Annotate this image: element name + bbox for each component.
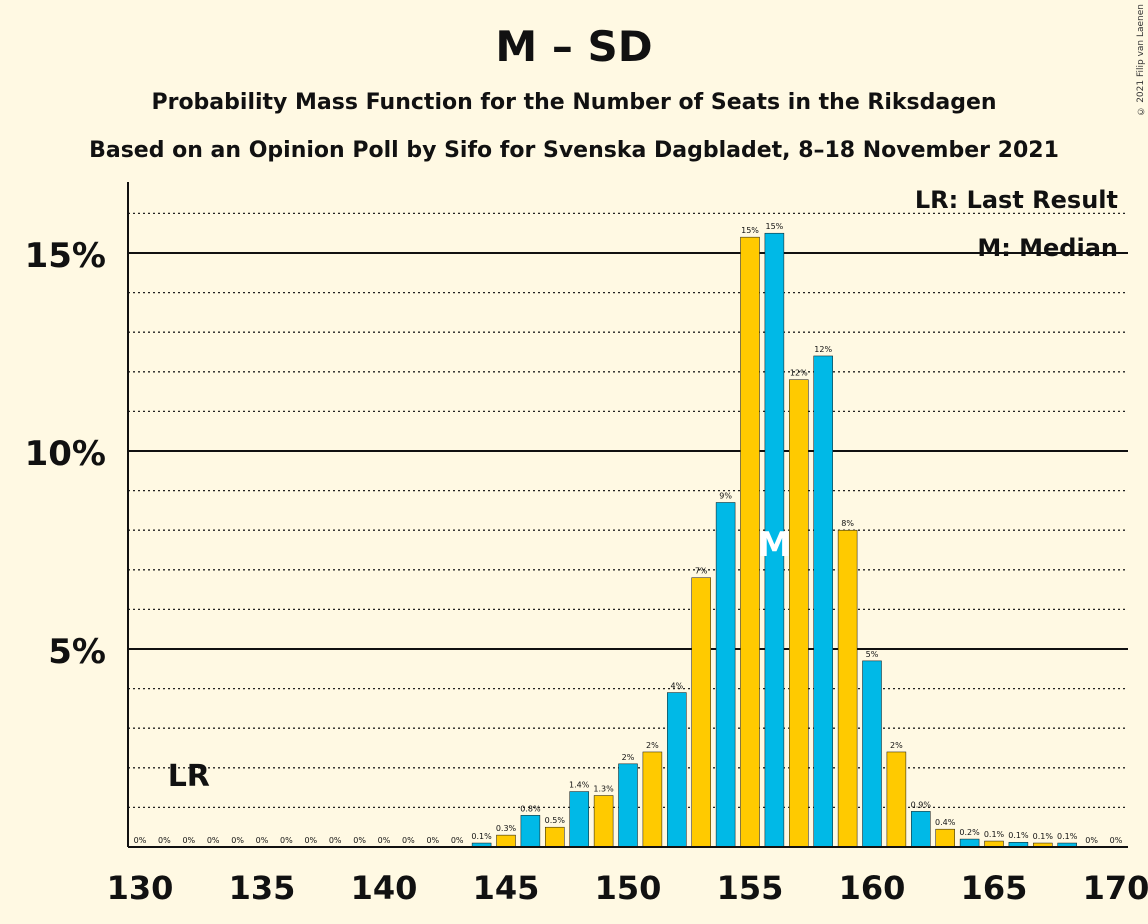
data-label-seat-138: 0% (329, 836, 342, 845)
data-label-seat-157: 12% (790, 369, 808, 378)
data-label-seat-168: 0.1% (1057, 832, 1078, 841)
y-tick-label: 10% (25, 434, 106, 474)
data-label-seat-159: 8% (841, 519, 854, 528)
x-tick-label: 170 (1083, 869, 1148, 907)
x-tick-label: 165 (961, 869, 1028, 907)
data-label-seat-140: 0% (378, 836, 391, 845)
bar-seat-151 (642, 751, 663, 848)
data-label-seat-148: 1.4% (569, 781, 590, 790)
data-label-seat-155: 15% (741, 226, 759, 235)
bar-seat-145 (496, 834, 516, 848)
data-label-seat-143: 0% (451, 836, 464, 845)
data-label-seat-163: 0.4% (935, 818, 956, 827)
chart-title: M – SD (495, 22, 653, 71)
data-label-seat-167: 0.1% (1033, 832, 1054, 841)
data-label-seat-132: 0% (182, 836, 195, 845)
bar-seat-158 (813, 355, 833, 848)
data-label-seat-149: 1.3% (593, 785, 614, 794)
data-label-seat-170: 0% (1110, 836, 1123, 845)
bar-seat-154 (715, 502, 736, 848)
x-tick-label: 160 (839, 869, 906, 907)
data-label-seat-169: 0% (1085, 836, 1098, 845)
data-label-seat-139: 0% (353, 836, 366, 845)
data-label-seat-136: 0% (280, 836, 293, 845)
legend-last-result: LR: Last Result (914, 186, 1118, 214)
bar-seat-147 (545, 826, 565, 848)
x-tick-label: 130 (107, 869, 174, 907)
data-label-seat-130: 0% (134, 836, 147, 845)
x-tick-label: 145 (473, 869, 540, 907)
data-label-seat-164: 0.2% (959, 828, 980, 837)
bar-seat-152 (667, 692, 687, 848)
data-label-seat-165: 0.1% (984, 830, 1005, 839)
legend-median: M: Median (977, 234, 1118, 262)
median-marker: M (757, 525, 791, 565)
data-label-seat-137: 0% (304, 836, 317, 845)
bar-seat-159 (837, 529, 858, 848)
data-label-seat-160: 5% (866, 650, 879, 659)
x-tick-label: 140 (351, 869, 418, 907)
last-result-marker: LR (168, 759, 210, 794)
data-label-seat-133: 0% (207, 836, 220, 845)
bar-seat-146 (520, 815, 541, 848)
chart-source: Based on an Opinion Poll by Sifo for Sve… (89, 138, 1059, 163)
x-tick-label: 150 (595, 869, 662, 907)
data-label-seat-147: 0.5% (545, 816, 566, 825)
data-label-seat-134: 0% (231, 836, 244, 845)
data-label-seat-144: 0.1% (471, 832, 492, 841)
y-tick-label: 15% (25, 236, 106, 276)
chart-subtitle: Probability Mass Function for the Number… (151, 90, 997, 115)
data-label-seat-162: 0.9% (911, 800, 932, 809)
x-tick-label: 135 (229, 869, 296, 907)
data-label-seat-156: 15% (766, 222, 784, 231)
data-label-seat-141: 0% (402, 836, 415, 845)
data-label-seat-166: 0.1% (1008, 831, 1029, 840)
data-label-seat-151: 2% (646, 741, 659, 750)
data-label-seat-131: 0% (158, 836, 171, 845)
data-label-seat-152: 4% (670, 682, 683, 691)
data-label-seat-158: 12% (814, 345, 832, 354)
bar-seat-162 (911, 811, 931, 848)
bar-seat-163 (935, 828, 955, 848)
bar-seat-153 (691, 577, 711, 848)
data-label-seat-135: 0% (256, 836, 269, 845)
y-tick-label: 5% (48, 632, 106, 672)
data-label-seat-154: 9% (719, 491, 732, 500)
bar-seat-148 (569, 791, 589, 848)
data-label-seat-142: 0% (426, 836, 439, 845)
bar-seat-161 (886, 751, 907, 848)
bar-seat-149 (593, 795, 614, 848)
bar-seat-160 (862, 660, 882, 848)
bar-seat-150 (618, 763, 638, 848)
x-tick-label: 155 (717, 869, 784, 907)
data-label-seat-145: 0.3% (496, 824, 517, 833)
data-label-seat-161: 2% (890, 741, 903, 750)
data-label-seat-153: 7% (695, 567, 708, 576)
bar-seat-164 (959, 838, 980, 848)
data-label-seat-146: 0.8% (520, 804, 541, 813)
data-label-seat-150: 2% (622, 753, 635, 762)
bar-seat-157 (789, 379, 809, 848)
